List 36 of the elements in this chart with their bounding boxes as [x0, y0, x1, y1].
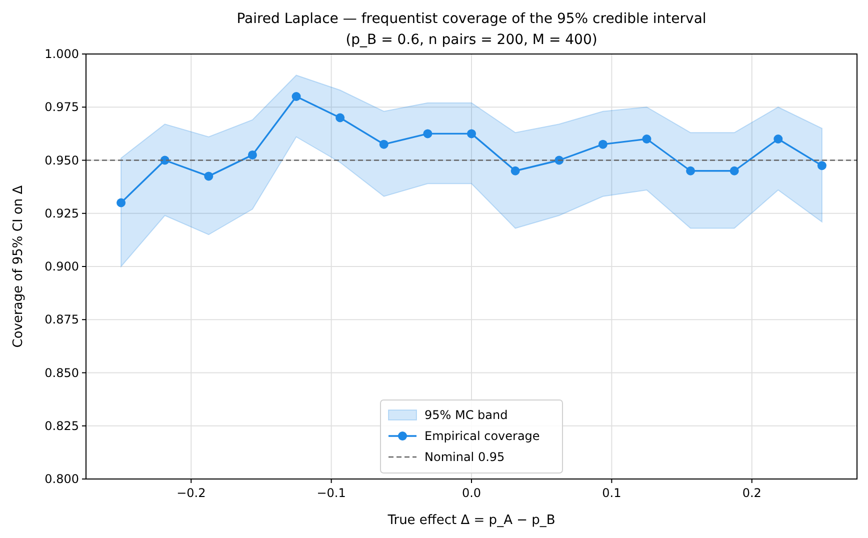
point [774, 134, 783, 144]
y-tick-label: 0.825 [44, 418, 79, 433]
point [467, 129, 476, 138]
chart-title: Paired Laplace — frequentist coverage of the 95% credible interval [236, 11, 706, 27]
y-tick-label: 0.850 [44, 366, 79, 380]
point [204, 172, 214, 181]
point [730, 166, 739, 176]
y-tick-label: 0.925 [44, 206, 79, 220]
y-tick-label: 0.800 [44, 472, 79, 486]
point [292, 92, 301, 101]
y-axis-title: Coverage of 95% CI on Δ [11, 185, 26, 348]
point [686, 166, 696, 176]
chart-subtitle: (p_B = 0.6, n pairs = 200, M = 400) [346, 32, 598, 48]
point [248, 150, 257, 160]
point [510, 166, 520, 176]
x-tick-label: −0.2 [176, 486, 206, 500]
y-tick-label: 0.950 [44, 153, 79, 168]
legend-label: Nominal 0.95 [424, 450, 505, 464]
point [116, 198, 126, 208]
x-tick-label: −0.1 [316, 486, 346, 500]
x-tick-label: 0.1 [602, 486, 622, 500]
point [817, 161, 826, 170]
point [598, 140, 608, 149]
point [642, 134, 652, 144]
x-axis-title: True effect Δ = p_A − p_B [386, 513, 556, 528]
y-tick-label: 0.975 [44, 100, 79, 114]
y-tick-label: 1.000 [44, 47, 79, 61]
legend-label: Empirical coverage [424, 429, 540, 443]
annotation: 95% MC band [424, 408, 508, 422]
y-tick-label: 0.900 [44, 260, 79, 274]
x-tick-label: 0.2 [742, 486, 762, 500]
y-tick-label: 0.875 [44, 312, 79, 327]
point [423, 129, 432, 138]
point [379, 140, 388, 149]
x-tick-label: 0.0 [462, 486, 482, 500]
point [336, 113, 345, 122]
